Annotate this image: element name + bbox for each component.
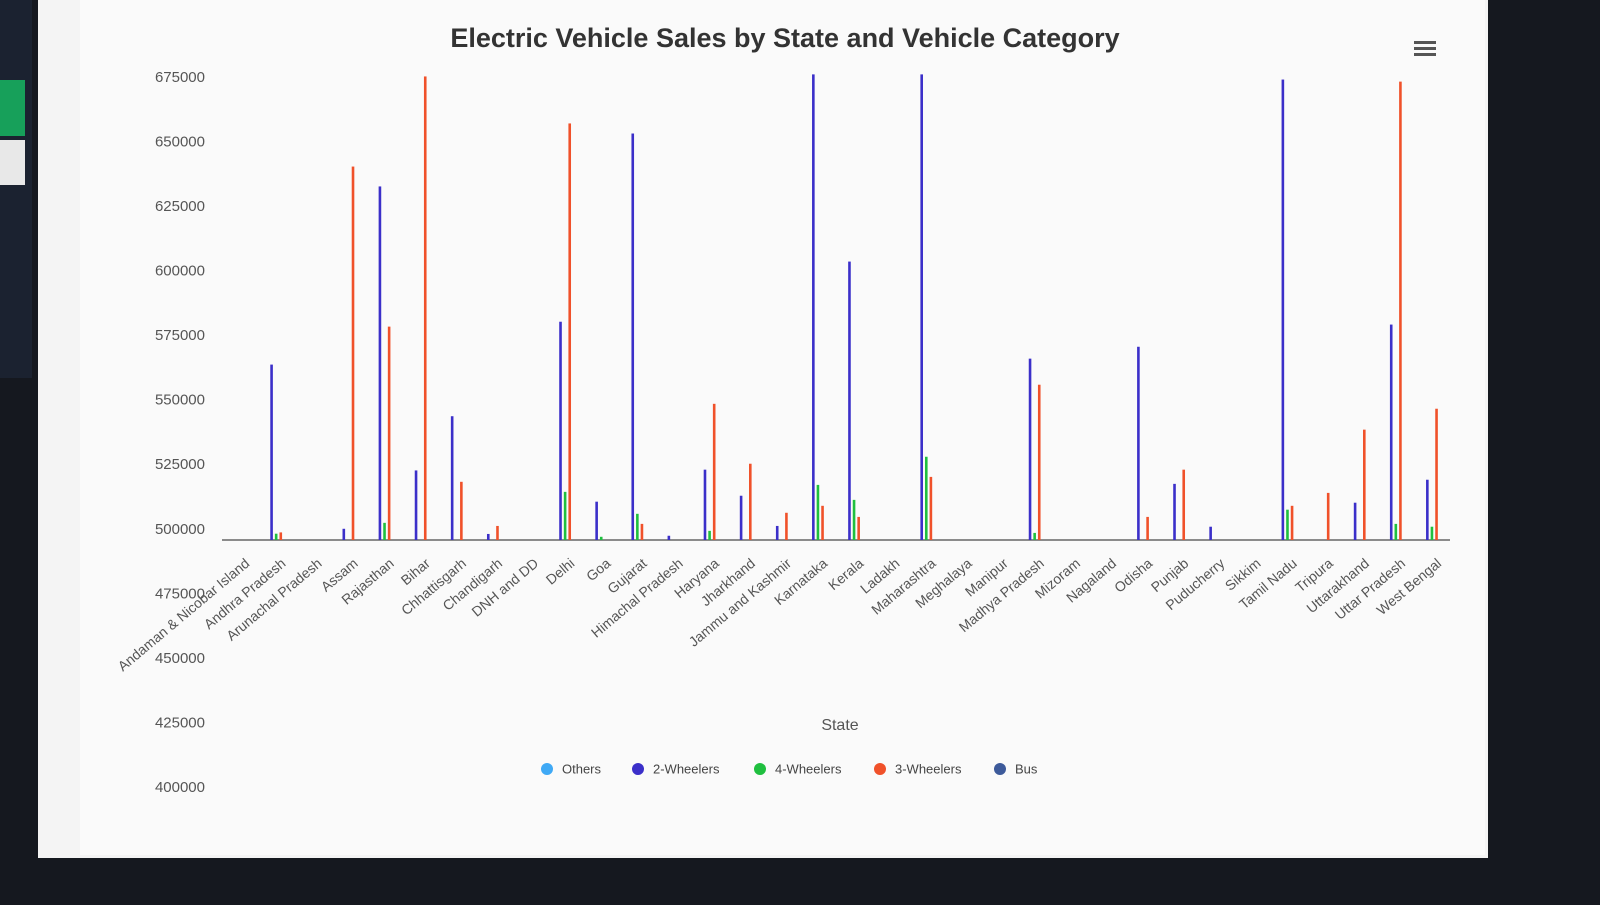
bar	[852, 499, 856, 540]
bar	[1426, 479, 1429, 540]
bar	[1286, 509, 1289, 540]
legend-item[interactable]: 3-Wheelers	[874, 761, 962, 776]
bar	[920, 74, 923, 541]
bar	[1430, 526, 1434, 540]
bar	[423, 76, 427, 540]
menu-line	[1414, 41, 1436, 44]
y-tick-label: 425000	[155, 714, 205, 731]
bar	[785, 512, 788, 540]
bar	[1137, 346, 1140, 540]
bar	[749, 463, 752, 540]
bar	[351, 166, 355, 540]
bar	[599, 536, 603, 540]
chart-title: Electric Vehicle Sales by State and Vehi…	[450, 23, 1119, 53]
y-tick-label: 625000	[155, 198, 205, 215]
bar	[1363, 429, 1366, 540]
y-tick-label: 550000	[155, 392, 205, 409]
y-tick-label: 450000	[155, 650, 205, 667]
bar	[821, 505, 824, 540]
legend-label: 3-Wheelers	[895, 761, 962, 776]
side-panel	[0, 0, 32, 378]
bar	[279, 532, 283, 540]
bar	[270, 364, 273, 540]
legend-marker	[874, 763, 886, 775]
bar	[460, 481, 463, 540]
bar	[387, 326, 391, 540]
bar	[1290, 505, 1294, 540]
bar	[342, 528, 346, 540]
bar	[739, 495, 743, 540]
bar	[1281, 79, 1285, 541]
bar	[559, 321, 562, 540]
legend-label: Others	[562, 761, 602, 776]
bar	[1033, 532, 1036, 540]
bar	[712, 403, 716, 540]
bar	[496, 525, 499, 540]
legend-label: 4-Wheelers	[775, 761, 842, 776]
legend-marker	[541, 763, 553, 775]
x-axis-title: State	[821, 717, 858, 734]
legend-label: Bus	[1015, 761, 1038, 776]
bar	[563, 491, 567, 540]
bar	[857, 516, 860, 540]
bar	[775, 525, 779, 540]
bar	[383, 522, 386, 540]
legend-marker	[632, 763, 644, 775]
bar	[1182, 469, 1186, 540]
bar	[274, 533, 278, 540]
bar	[378, 186, 382, 540]
bar	[1173, 483, 1176, 540]
bar	[1209, 526, 1212, 540]
y-tick-label: 525000	[155, 456, 205, 473]
y-tick-label: 575000	[155, 327, 205, 344]
legend-marker	[754, 763, 766, 775]
bar	[1028, 358, 1032, 540]
bar	[1399, 81, 1402, 540]
y-tick-label: 500000	[155, 521, 205, 538]
bar	[708, 530, 711, 540]
y-tick-label: 475000	[155, 585, 205, 602]
bar	[1326, 492, 1330, 540]
bar	[1435, 408, 1438, 540]
menu-line	[1414, 47, 1436, 50]
legend-marker	[994, 763, 1006, 775]
bar	[1146, 516, 1149, 540]
bar	[450, 416, 454, 540]
bar	[486, 533, 490, 540]
y-tick-label: 675000	[155, 69, 205, 86]
legend-item[interactable]: 4-Wheelers	[754, 761, 842, 776]
bar	[1389, 324, 1393, 540]
bar	[924, 456, 928, 540]
bar	[703, 469, 707, 540]
bar	[414, 470, 418, 540]
side-tab	[0, 140, 25, 185]
bar	[848, 261, 851, 540]
bar	[1353, 502, 1357, 540]
bar	[1037, 384, 1041, 540]
bar	[667, 535, 671, 540]
bar	[929, 476, 933, 540]
legend-item[interactable]: Others	[541, 761, 602, 776]
bar	[636, 513, 639, 540]
menu-button[interactable]	[1414, 41, 1436, 56]
y-tick-label: 600000	[155, 263, 205, 280]
chart-area	[80, 0, 1485, 855]
bar	[1394, 523, 1398, 540]
y-tick-label: 650000	[155, 134, 205, 151]
bar	[595, 501, 598, 540]
bar	[568, 123, 572, 540]
y-tick-label: 400000	[155, 779, 205, 796]
bar	[816, 484, 820, 540]
legend-item[interactable]: Bus	[994, 761, 1038, 776]
bar	[631, 133, 635, 540]
legend-label: 2-Wheelers	[653, 761, 720, 776]
side-tab	[0, 80, 25, 136]
bar	[812, 74, 815, 541]
bar	[640, 523, 644, 540]
menu-line	[1414, 53, 1436, 56]
legend-item[interactable]: 2-Wheelers	[632, 761, 720, 776]
